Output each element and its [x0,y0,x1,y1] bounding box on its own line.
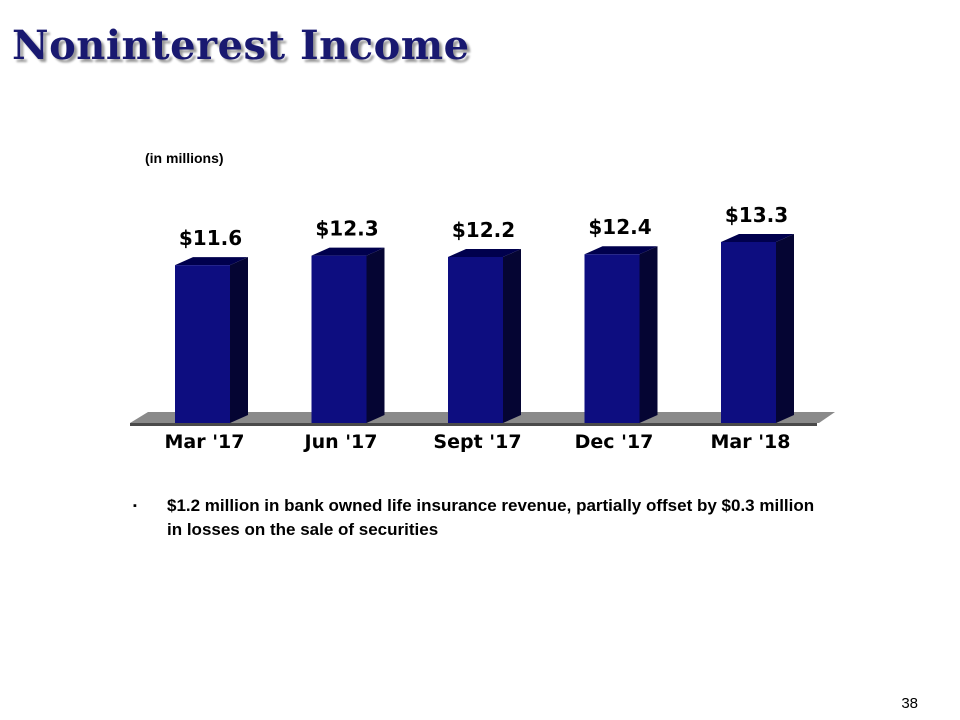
slide-title: Noninterest Income [12,22,470,69]
bar [311,255,367,423]
bar-value-label: $12.2 [452,218,515,242]
bar-value-label: $12.3 [315,217,378,241]
bar [448,256,503,423]
bar-side [230,257,248,423]
x-tick-label: Sept '17 [433,431,521,453]
bullet-text: $1.2 million in bank owned life insuranc… [167,496,815,539]
bar-side [503,248,521,423]
x-tick-label: Mar '18 [711,431,791,453]
x-tick-label: Dec '17 [575,431,654,453]
chart-floor-edge [130,423,817,426]
bullet-marker: ▪ [133,500,137,512]
bar-side [776,234,794,423]
bar-top [175,257,248,266]
bullet-list: ▪ $1.2 million in bank owned life insura… [133,494,833,542]
bar [721,242,776,423]
x-tick-label: Jun '17 [303,431,378,453]
units-label: (in millions) [145,150,224,166]
bar [175,265,230,423]
page-number: 38 [901,695,918,712]
bar-top [311,247,385,256]
bar-top [448,248,521,257]
bar-value-label: $11.6 [179,226,242,250]
bar-side [639,246,658,423]
x-tick-label: Mar '17 [165,431,245,453]
bar [584,254,640,423]
bar-value-label: $12.4 [588,215,651,239]
bar-side [366,247,385,423]
bar-top [584,246,658,255]
bar-top [721,234,794,242]
bar-value-label: $13.3 [725,203,788,227]
